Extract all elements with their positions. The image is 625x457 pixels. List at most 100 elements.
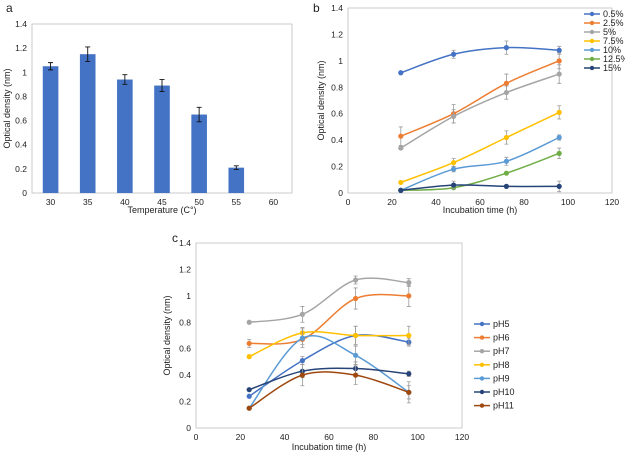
data-point-2.5% <box>503 80 509 86</box>
y-tick-label: 1.4 <box>331 3 343 13</box>
error-bar-35 <box>85 46 91 62</box>
y-axis-label: Optical density (nm) <box>2 68 12 148</box>
data-point-pH8 <box>353 332 359 339</box>
data-point-pH8 <box>406 332 412 339</box>
bar-35 <box>79 54 96 193</box>
data-point-pH11 <box>246 405 252 411</box>
legend-marker-2.5% <box>589 20 595 26</box>
data-point-0.5% <box>398 70 404 76</box>
legend-marker-pH8 <box>479 362 485 367</box>
data-point-pH7 <box>246 319 252 325</box>
y-tick-label: 0.4 <box>331 135 343 145</box>
data-point-0.5% <box>451 51 457 57</box>
legend-label-7.5%: 7.5% <box>603 36 624 46</box>
y-tick-label: 0.4 <box>179 370 191 380</box>
x-tick-label: 45 <box>157 197 167 207</box>
series-line-2.5% <box>400 60 560 137</box>
data-point-7.5% <box>398 179 404 186</box>
y-tick-label: 1 <box>22 67 27 77</box>
data-point-7.5% <box>503 134 509 141</box>
legend-marker-5% <box>589 29 595 35</box>
legend-label-5%: 5% <box>603 27 616 37</box>
data-point-15% <box>398 187 404 193</box>
plot-area <box>347 7 613 194</box>
series-line-pH9 <box>248 334 410 409</box>
data-point-pH11 <box>299 372 305 378</box>
panel-label-c: c <box>172 231 178 245</box>
legend-marker-pH7 <box>479 349 485 354</box>
data-point-10% <box>556 134 562 141</box>
error-bar-30 <box>48 62 54 71</box>
x-tick-label: 0 <box>194 432 199 442</box>
x-tick-label: 120 <box>455 432 469 442</box>
x-tick-label: 35 <box>83 197 93 207</box>
y-tick-label: 0 <box>22 188 27 198</box>
data-point-15% <box>556 183 562 189</box>
data-point-pH10 <box>406 371 412 377</box>
x-tick-label: 60 <box>269 197 279 207</box>
y-tick-label: 0.6 <box>15 116 27 126</box>
legend-marker-7.5% <box>589 38 595 44</box>
series-line-pH10 <box>248 367 409 391</box>
series-line-7.5% <box>400 111 560 184</box>
legend-label-pH7: pH7 <box>493 346 510 356</box>
series-line-0.5% <box>400 46 560 74</box>
legend-marker-12.5% <box>589 56 595 62</box>
series-line-15% <box>400 184 560 192</box>
legend-marker-10% <box>589 47 595 53</box>
y-tick-label: 0 <box>338 188 343 198</box>
x-tick-label: 40 <box>431 197 441 207</box>
y-tick-label: 0.8 <box>179 317 191 327</box>
data-point-pH5 <box>299 358 305 364</box>
panel-label-a: a <box>6 1 13 15</box>
bar-45 <box>154 85 170 193</box>
bar-40 <box>117 79 133 193</box>
y-tick-label: 0.6 <box>331 109 343 119</box>
plot-area <box>195 242 463 429</box>
data-point-pH7 <box>353 277 359 283</box>
y-tick-label: 1 <box>186 291 191 301</box>
data-point-pH10 <box>246 387 252 393</box>
y-tick-label: 0.8 <box>15 91 27 101</box>
data-point-10% <box>503 158 509 164</box>
x-tick-label: 0 <box>346 197 351 207</box>
y-tick-label: 0 <box>186 423 191 433</box>
error-bar-55 <box>233 165 239 170</box>
error-bar-50 <box>196 106 202 123</box>
series-line-5% <box>400 73 560 149</box>
x-tick-label: 80 <box>519 197 529 207</box>
data-point-pH8 <box>246 354 252 360</box>
data-point-5% <box>556 71 562 77</box>
x-tick-label: 100 <box>411 432 425 442</box>
y-axis-label: Optical density (nm) <box>162 295 172 375</box>
x-tick-label: 40 <box>120 197 130 207</box>
legend-label-0.5%: 0.5% <box>603 9 624 19</box>
series-line-pH11 <box>248 371 410 409</box>
legend-marker-0.5% <box>589 11 595 17</box>
x-tick-label: 20 <box>387 197 397 207</box>
legend-label-pH5: pH5 <box>493 319 510 329</box>
data-point-10% <box>451 166 457 172</box>
data-point-pH6 <box>246 340 252 347</box>
bar-55 <box>228 167 245 193</box>
y-tick-label: 1.4 <box>15 19 27 29</box>
data-point-12.5% <box>556 150 562 156</box>
legend-label-2.5%: 2.5% <box>603 18 624 28</box>
series-line-12.5% <box>400 152 560 192</box>
data-point-5% <box>451 113 457 119</box>
legend-label-10%: 10% <box>603 45 621 55</box>
legend-marker-pH5 <box>479 321 485 327</box>
panel-label-b: b <box>313 1 320 15</box>
x-tick-label: 120 <box>605 197 619 207</box>
series-line-pH7 <box>249 277 409 324</box>
legend-marker-pH11 <box>479 403 485 408</box>
data-point-5% <box>398 145 404 151</box>
x-tick-label: 100 <box>561 197 575 207</box>
data-point-pH11 <box>353 372 359 378</box>
y-tick-label: 0.8 <box>331 82 343 92</box>
legend-marker-pH10 <box>479 389 485 395</box>
series-line-10% <box>400 136 560 192</box>
legend-label-pH11: pH11 <box>493 401 514 411</box>
legend-marker-pH9 <box>479 376 485 381</box>
data-point-pH11 <box>406 389 412 395</box>
